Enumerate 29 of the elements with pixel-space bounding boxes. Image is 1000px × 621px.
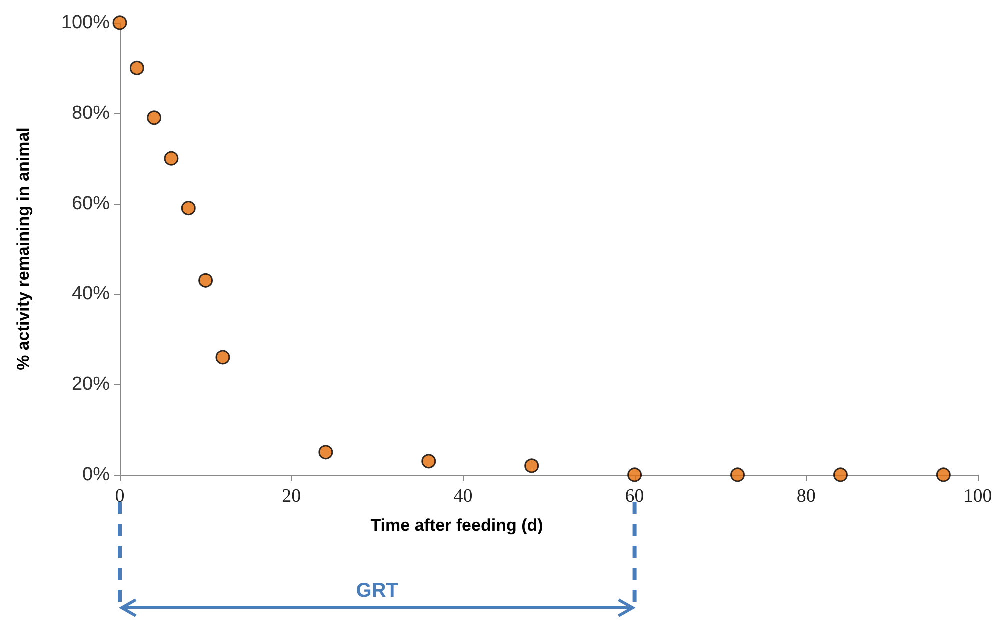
y-tick-label: 20% — [72, 374, 110, 396]
x-tick-label: 20 — [282, 486, 302, 507]
point — [833, 468, 848, 482]
point — [198, 273, 214, 288]
point — [730, 468, 746, 482]
point — [130, 60, 144, 76]
point — [422, 454, 436, 469]
point — [216, 350, 230, 365]
y-tick-label: 40% — [72, 284, 110, 305]
point — [936, 468, 951, 482]
point — [112, 16, 128, 30]
x-tick-label: 60 — [625, 486, 644, 507]
point — [181, 201, 196, 216]
point — [147, 110, 162, 126]
y-tick-label: 80% — [72, 102, 110, 124]
x-tick-label: 40 — [454, 486, 473, 507]
point — [318, 445, 334, 460]
y-tick-label: 0% — [82, 464, 110, 486]
x-tick-label: 0 — [115, 486, 125, 507]
x-axis-title: Time after feeding (d) — [370, 516, 544, 535]
y-tick-label: 100% — [61, 12, 110, 34]
point — [628, 468, 642, 482]
point — [164, 151, 179, 166]
text: GRT — [355, 580, 400, 603]
y-tick-label: 60% — [72, 193, 110, 214]
x-tick-label: 100 — [964, 486, 992, 507]
x-tick-label: 80 — [796, 486, 816, 507]
point — [524, 458, 540, 474]
y-axis-title: % activity remaining in animal — [14, 128, 33, 370]
